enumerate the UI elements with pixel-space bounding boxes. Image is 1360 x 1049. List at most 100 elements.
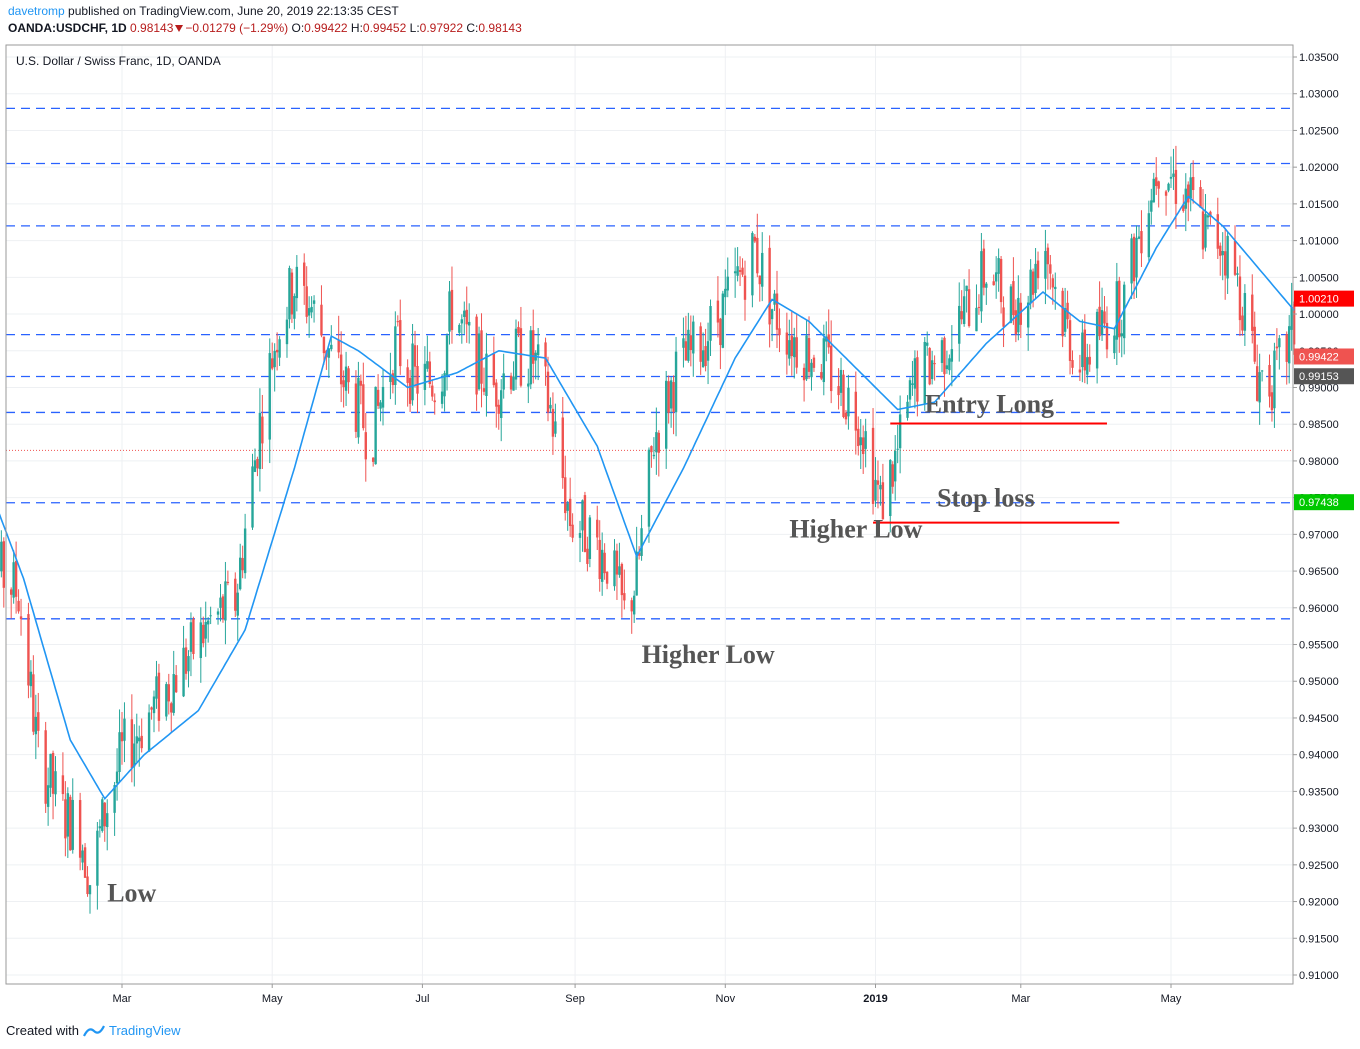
candle-body	[980, 251, 983, 312]
candle-body	[571, 524, 574, 538]
candle-body	[805, 335, 808, 380]
candle-body	[495, 382, 498, 407]
candle-body	[1063, 308, 1067, 332]
candle-body	[236, 592, 239, 616]
candle-body	[500, 390, 503, 418]
candle-body	[199, 622, 202, 659]
candle-body	[958, 305, 961, 344]
candle-body	[738, 270, 742, 272]
candle-body	[364, 432, 367, 460]
candle-body	[527, 383, 530, 387]
candle-body	[305, 286, 308, 317]
x-tick-label: 2019	[863, 993, 887, 1005]
candle-body	[1243, 293, 1247, 331]
candle-body	[86, 876, 89, 895]
candle-body	[871, 427, 875, 504]
y-tick-label: 1.01500	[1299, 199, 1339, 211]
candle-body	[1174, 169, 1178, 204]
candle-body	[1169, 176, 1173, 179]
y-tick-label: 0.91500	[1299, 933, 1339, 945]
candle-body	[2, 541, 6, 588]
candle-body	[399, 320, 402, 367]
candle-body	[857, 428, 860, 447]
candle-body	[344, 366, 348, 391]
candle-body	[960, 311, 963, 320]
candle-body	[182, 647, 185, 697]
author-link[interactable]: davetromp	[8, 4, 65, 18]
candle-body	[165, 684, 168, 717]
y-tick-label: 1.03500	[1299, 52, 1339, 64]
price-label: 0.99422	[1299, 351, 1339, 363]
candle-body	[1164, 191, 1168, 196]
candle-body	[874, 479, 877, 501]
candle-body	[285, 319, 289, 345]
candle-body	[640, 528, 643, 556]
candle-body	[588, 517, 592, 559]
candle-body	[596, 519, 599, 538]
candle-body	[898, 414, 902, 449]
candle-body	[118, 732, 121, 773]
candle-body	[1236, 273, 1239, 275]
candle-body	[9, 589, 13, 595]
candle-body	[551, 408, 555, 437]
candle-body	[184, 647, 188, 674]
candle-body	[517, 326, 520, 334]
price-label-bg	[1294, 348, 1354, 365]
y-tick-label: 0.92500	[1299, 860, 1339, 872]
candle-body	[1061, 290, 1064, 337]
price-label-bg	[1294, 368, 1354, 385]
tradingview-logo-icon	[83, 1024, 105, 1037]
candle-body	[908, 380, 912, 400]
candle-body	[106, 813, 109, 828]
candle-body	[943, 337, 946, 375]
candle-body	[1078, 369, 1082, 373]
created-with-text: Created with	[6, 1023, 79, 1038]
candle-body	[788, 340, 791, 359]
y-axis[interactable]: 1.03500 1.03000 1.02500 1.02000 1.01500 1.010…	[1293, 52, 1339, 982]
candle-body	[234, 578, 237, 611]
candle-body	[475, 316, 478, 395]
candle-body	[876, 480, 880, 485]
candle-body	[758, 275, 761, 285]
candle-body	[460, 319, 464, 324]
candle-body	[1287, 326, 1291, 364]
candle-body	[502, 373, 505, 390]
candle-body	[1223, 251, 1227, 276]
candle-body	[1278, 338, 1281, 348]
candle-body	[1105, 322, 1109, 350]
candle-body	[761, 252, 764, 287]
candle-body	[492, 353, 496, 386]
candle-body	[330, 344, 333, 350]
candle-body	[1167, 183, 1170, 191]
candle-body	[170, 703, 173, 713]
candle-body	[1113, 335, 1116, 354]
candle-body	[906, 401, 909, 418]
candle-body	[83, 847, 87, 878]
candle-body	[810, 362, 813, 378]
candle-body	[17, 600, 20, 612]
symbol-label: OANDA:USDCHF, 1D	[8, 21, 127, 35]
annotation-label: Stop loss	[937, 483, 1035, 512]
tradingview-link[interactable]: TradingView	[108, 1023, 181, 1038]
candle-body	[896, 448, 899, 450]
candle-body	[339, 354, 343, 385]
candle-body	[19, 616, 23, 620]
candle-body	[1098, 306, 1101, 337]
price-labels: 1.00210 0.99422 0.99153 0.97438	[1294, 290, 1354, 511]
candle-body	[14, 561, 18, 597]
price-label-bg	[1294, 494, 1354, 511]
candle-body	[741, 267, 744, 275]
candle-body	[423, 363, 427, 390]
candle-body	[290, 272, 294, 315]
candle-body	[1216, 214, 1219, 249]
candle-body	[1068, 320, 1072, 361]
candle-body	[999, 258, 1003, 303]
candle-body	[408, 377, 412, 404]
annotation-label: Entry Long	[925, 389, 1054, 418]
x-axis[interactable]: Mar May Jul Sep Nov 2019 Mar May	[113, 984, 1182, 1005]
candle-body	[0, 541, 3, 572]
y-tick-label: 0.98500	[1299, 419, 1339, 431]
candle-body	[1046, 247, 1050, 265]
candle-body	[271, 358, 274, 369]
